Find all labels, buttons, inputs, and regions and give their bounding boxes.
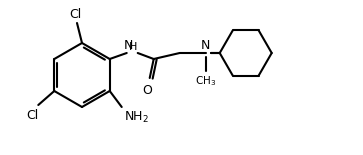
Text: Cl: Cl bbox=[69, 8, 81, 21]
Text: CH$_3$: CH$_3$ bbox=[195, 74, 216, 88]
Text: N: N bbox=[124, 39, 133, 52]
Text: NH$_2$: NH$_2$ bbox=[124, 110, 149, 125]
Text: Cl: Cl bbox=[26, 109, 38, 122]
Text: N: N bbox=[201, 39, 211, 52]
Text: O: O bbox=[142, 84, 152, 97]
Text: H: H bbox=[129, 42, 137, 52]
